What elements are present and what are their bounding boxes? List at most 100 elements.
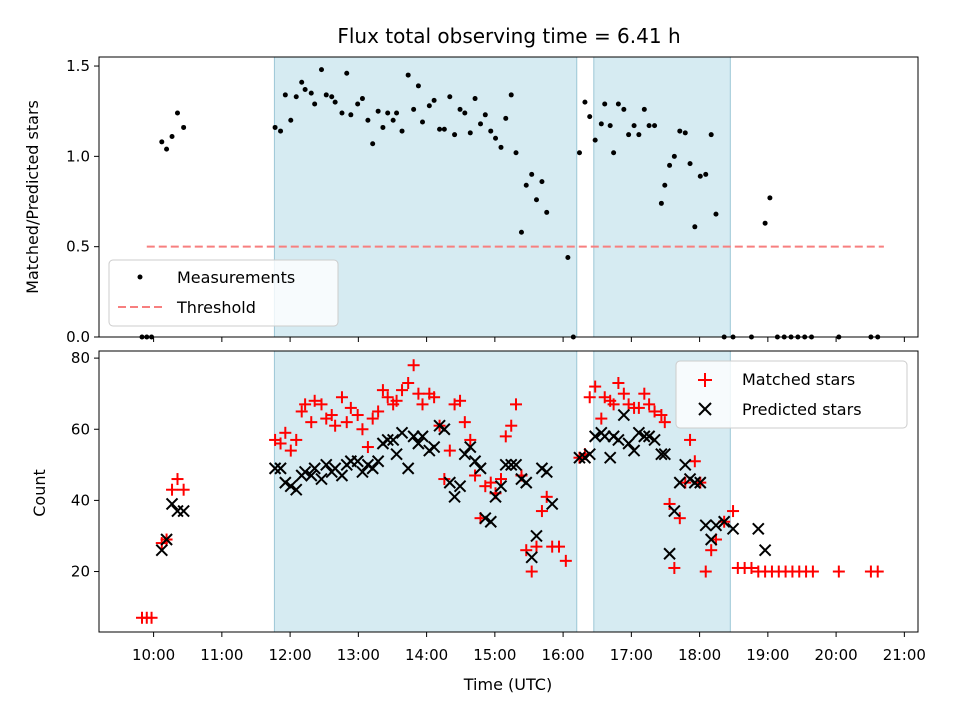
predicted-star-stroke-b xyxy=(407,430,420,443)
matched-star-point xyxy=(643,398,656,411)
matched-star-point xyxy=(525,565,538,578)
matched-star-point xyxy=(412,387,425,400)
matched-star-point xyxy=(663,497,676,510)
matched-star-point xyxy=(595,412,608,425)
measurement-point xyxy=(164,146,170,152)
measurement-point xyxy=(482,112,488,118)
predicted-star-stroke-b xyxy=(484,515,497,528)
predicted-star-point xyxy=(484,515,497,528)
predicted-star-point xyxy=(598,430,611,443)
legend-measurements-label: Measurements xyxy=(177,268,295,287)
matched-star-point xyxy=(607,398,620,411)
predicted-star-point xyxy=(709,519,723,532)
predicted-star-stroke-b xyxy=(694,476,707,489)
matched-star-point xyxy=(284,444,297,457)
matched-star-point xyxy=(583,391,596,404)
predicted-star-stroke-b xyxy=(458,447,472,461)
legend-predicted-marker xyxy=(698,402,712,416)
predicted-star-point xyxy=(464,440,477,454)
measurement-point xyxy=(437,126,443,132)
matched-star-point xyxy=(648,405,661,418)
predicted-star-point xyxy=(371,455,385,468)
measurement-point xyxy=(582,99,588,105)
predicted-star-stroke-b xyxy=(588,430,602,443)
predicted-star-point xyxy=(407,430,420,443)
measurement-point xyxy=(703,171,709,177)
matched-star-point xyxy=(469,469,482,482)
predicted-star-stroke-b xyxy=(279,476,292,489)
predicted-star-stroke-b xyxy=(627,444,641,457)
predicted-star-point xyxy=(688,476,702,489)
predicted-star-stroke-b xyxy=(612,433,625,447)
top-y-tick-label: 0.0 xyxy=(66,328,90,346)
measurement-point xyxy=(518,229,524,235)
predicted-star-stroke-b xyxy=(520,476,533,489)
predicted-star-point xyxy=(648,433,661,447)
measurement-point xyxy=(697,173,703,179)
predicted-star-point xyxy=(489,490,502,504)
legend-predicted-label: Predicted stars xyxy=(742,400,862,419)
measurement-point xyxy=(708,132,714,138)
measurement-point xyxy=(329,94,335,100)
predicted-star-point xyxy=(642,430,656,443)
predicted-star-point xyxy=(717,515,731,528)
matched-star-point xyxy=(372,405,385,418)
measurement-point xyxy=(441,126,447,132)
measurement-point xyxy=(592,137,598,143)
predicted-star-point xyxy=(416,430,429,443)
predicted-star-point xyxy=(443,476,457,489)
predicted-star-stroke-b xyxy=(474,462,487,475)
measurement-point xyxy=(565,255,571,261)
measurement-point xyxy=(181,124,187,130)
predicted-star-point xyxy=(694,476,707,489)
measurement-point xyxy=(523,182,529,188)
measurement-point xyxy=(488,128,494,134)
bottom-axes-frame xyxy=(98,350,919,633)
predicted-star-point xyxy=(627,444,641,457)
predicted-star-point xyxy=(638,430,651,443)
matched-star-point xyxy=(632,401,645,414)
matched-star-point xyxy=(638,387,651,400)
measurement-point xyxy=(508,92,514,98)
predicted-star-stroke-b xyxy=(308,462,321,475)
predicted-star-point xyxy=(335,469,349,482)
predicted-star-point xyxy=(540,465,553,479)
measurement-point xyxy=(626,132,632,138)
matched-star-point xyxy=(871,565,884,578)
bottom-count-points xyxy=(135,359,884,624)
measurement-point xyxy=(767,195,773,201)
predicted-star-stroke-b xyxy=(390,447,403,461)
measurement-point xyxy=(493,135,499,141)
predicted-star-point xyxy=(395,426,409,440)
matched-star-point xyxy=(668,561,681,574)
predicted-star-point xyxy=(673,476,687,489)
legend-matched-label: Matched stars xyxy=(742,370,855,389)
predicted-star-stroke-b xyxy=(540,465,553,479)
predicted-star-point xyxy=(499,458,512,472)
matched-star-point xyxy=(145,611,158,624)
predicted-star-point xyxy=(366,462,379,475)
predicted-star-point xyxy=(171,504,184,518)
predicted-star-stroke-b xyxy=(438,423,451,436)
predicted-star-point xyxy=(663,547,676,560)
predicted-star-point xyxy=(573,451,586,464)
measurement-point xyxy=(692,224,698,230)
predicted-star-stroke-b xyxy=(443,476,457,489)
measurement-point xyxy=(344,70,350,76)
measurement-point xyxy=(288,117,294,123)
matched-star-point xyxy=(166,483,179,496)
matched-star-point xyxy=(325,409,338,422)
predicted-star-stroke-b xyxy=(464,440,477,454)
matched-star-point xyxy=(540,490,553,503)
matched-star-point xyxy=(655,409,668,422)
predicted-star-point xyxy=(655,447,668,461)
matched-star-point xyxy=(361,441,374,454)
predicted-star-stroke-b xyxy=(726,522,740,536)
matched-star-point xyxy=(402,377,415,390)
predicted-star-stroke-b xyxy=(717,515,731,528)
legend-threshold-label: Threshold xyxy=(176,298,256,317)
matched-star-point xyxy=(290,433,303,446)
predicted-star-stroke-b xyxy=(638,430,651,443)
predicted-star-point xyxy=(668,504,681,518)
measurement-point xyxy=(390,117,396,123)
